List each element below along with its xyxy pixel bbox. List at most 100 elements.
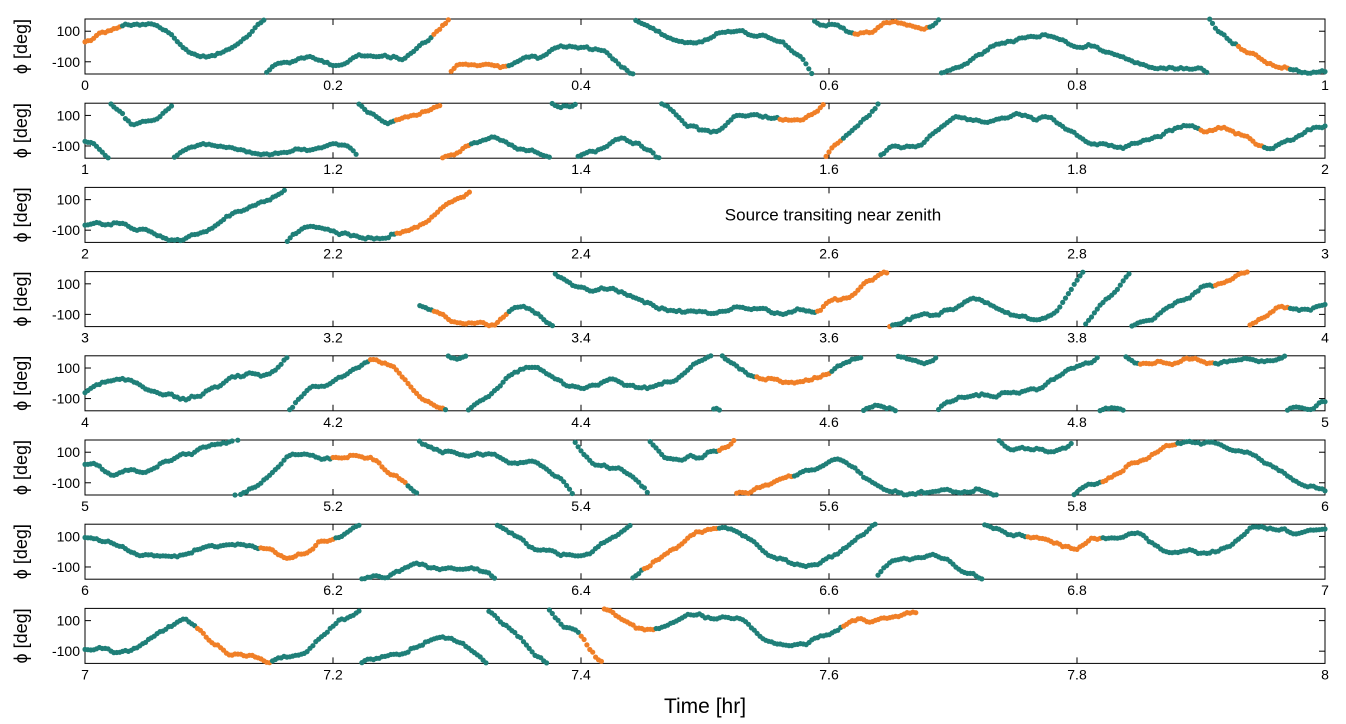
x-tick-label: 7.4 [571,666,591,682]
x-tick-label: 7.6 [819,666,839,682]
data-point [650,150,656,156]
y-tick-label: 100 [57,276,81,292]
x-tick-label: 5 [81,498,89,514]
highlight-point [1120,468,1126,474]
y-tick-label: 100 [57,107,81,123]
x-tick-label: 4 [1321,330,1329,346]
highlight-point [437,26,443,32]
data-point [1117,282,1123,288]
data-point [483,660,489,666]
highlight-point [1244,269,1250,275]
data-point [936,406,942,413]
data-point [310,643,316,649]
x-tick-label: 5 [1321,414,1329,430]
panel-frame [84,439,1326,496]
y-tick-label: 100 [57,444,81,460]
highlight-point [445,17,451,23]
data-point [708,353,714,359]
data-point [1094,306,1100,312]
x-tick-label: 6 [81,582,89,598]
data-point [1062,295,1069,301]
data-point [656,155,662,161]
data-point [572,439,578,445]
data-point [549,610,555,617]
data-point [235,437,241,443]
data-point [232,492,238,498]
x-tick-label: 5.4 [571,498,591,514]
y-tick-label: -100 [52,54,80,70]
x-tick-label: 6.6 [819,582,839,598]
data-point [1322,488,1328,494]
data-point [1207,16,1213,22]
x-tick-label: 6.8 [1067,582,1087,598]
panel-4: 3 3.2 3.4 3.6 3.8 4 -100 100 ϕ [deg] [11,269,1329,346]
data-point [572,101,578,107]
panel-frame [84,607,1326,664]
x-tick-label: 1 [1321,77,1329,93]
data-point [1282,353,1288,359]
x-tick-label: 3.8 [1067,330,1087,346]
data-point [442,407,449,413]
highlight-point [437,103,443,109]
data-point [494,615,501,622]
data-point [1204,69,1210,75]
x-tick-label: 7 [1321,582,1329,598]
x-tick-label: 0.2 [323,77,343,93]
highlight-point [442,20,449,27]
data-point [1209,20,1216,26]
data-point [561,479,567,485]
y-tick-label: -100 [52,222,80,238]
data-point [284,355,290,361]
data-point [627,522,633,529]
panel-3: 2 2.2 2.4 2.6 2.8 3 -100 100 ϕ [deg] Source trans… [11,186,1329,261]
y-tick-label: -100 [52,306,80,322]
x-tick-label: 1.4 [571,161,591,177]
data-point [1143,535,1149,541]
data-point [800,56,806,63]
data-point [809,70,815,77]
x-tick-label: 2.2 [323,245,343,261]
y-axis-label: ϕ [deg] [11,103,31,158]
data-point [518,635,524,641]
data-point [333,620,339,627]
data-point [1065,291,1071,297]
y-tick-label: 100 [57,360,81,376]
data-point [544,660,550,666]
x-tick-label: 3.6 [819,330,839,346]
data-point [1221,32,1227,38]
data-point [287,235,293,241]
x-tick-label: 2 [81,245,89,261]
panel-2: 1 1.2 1.4 1.6 1.8 2 -100 100 ϕ [deg] [11,100,1329,177]
highlight-point [820,102,826,108]
x-tick-label: 6.4 [571,582,591,598]
data-point [1120,278,1126,284]
panel-7: 6 6.2 6.4 6.6 6.8 7 -100 100 ϕ [deg] [11,521,1329,598]
data-point [529,649,535,655]
data-point [1068,286,1074,292]
x-axis-label: Time [hr] [664,695,746,718]
data-point [1322,526,1328,532]
highlight-point [884,270,890,276]
x-tick-label: 4.4 [571,414,591,430]
data-point [171,35,177,41]
data-point [261,17,267,23]
data-point [806,66,812,72]
data-point [284,238,290,244]
data-point [578,448,584,454]
x-tick-label: 3.4 [571,330,591,346]
data-point [641,485,648,491]
panel-6: 5 5.2 5.4 5.6 5.8 6 -100 100 ϕ [deg] [11,437,1329,514]
y-tick-label: -100 [52,559,80,575]
y-axis-label: ϕ [deg] [11,356,31,411]
highlight-point [598,658,605,664]
data-point [1080,269,1086,275]
x-tick-label: 0.4 [571,77,591,93]
x-tick-label: 3 [1321,245,1329,261]
data-point [546,154,552,160]
data-point [1322,123,1328,129]
annotation-text: Source transiting near zenith [725,205,941,224]
y-tick-label: -100 [52,391,80,407]
panel-1: 0 0.2 0.4 0.6 0.8 1 -100 100 ϕ [deg] [11,16,1329,93]
x-tick-label: 1.8 [1067,161,1087,177]
data-point [872,106,878,112]
